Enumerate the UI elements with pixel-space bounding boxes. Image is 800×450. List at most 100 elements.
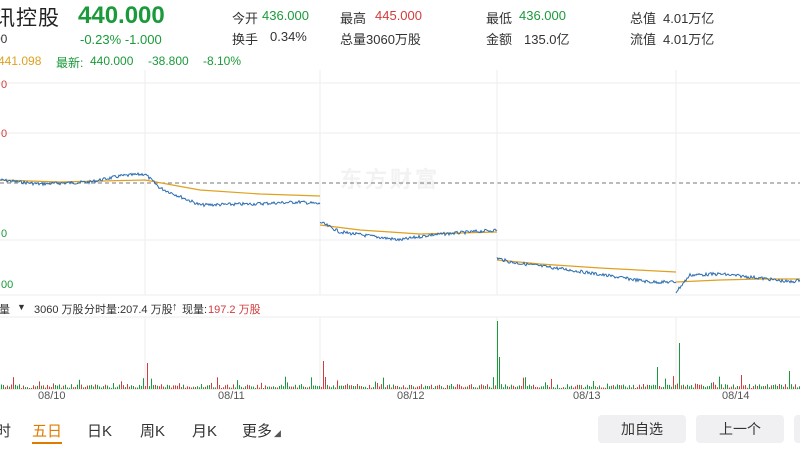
volume-bar xyxy=(1,384,2,389)
volume-bar xyxy=(489,386,490,389)
tab-monthly-k[interactable]: 月K xyxy=(192,423,218,440)
volume-bar xyxy=(45,387,46,389)
volume-bar xyxy=(93,386,94,389)
date-label: 08/10 xyxy=(38,390,66,402)
volume-bar xyxy=(715,384,716,389)
volume-bar xyxy=(383,377,384,389)
date-label: 08/14 xyxy=(722,390,750,402)
stat-mktcap-label: 总值 xyxy=(630,11,657,26)
volume-bar xyxy=(557,384,558,389)
volume-bar xyxy=(137,387,138,389)
volume-bar xyxy=(511,384,512,389)
volume-bar xyxy=(657,367,658,389)
volume-bar xyxy=(375,381,376,389)
volume-bar xyxy=(181,387,182,389)
volume-bar xyxy=(423,387,424,389)
volume-bar xyxy=(463,387,464,389)
volume-bar xyxy=(9,386,10,389)
volume-bar xyxy=(193,386,194,389)
volume-bar xyxy=(623,384,624,389)
volume-bar xyxy=(727,384,728,389)
volume-bar xyxy=(767,384,768,389)
volume-bar xyxy=(739,386,740,389)
next-button[interactable]: 下 xyxy=(794,415,800,443)
tab-weekly-k[interactable]: 周K xyxy=(140,423,166,440)
volume-bar xyxy=(461,386,462,389)
volume-bar xyxy=(645,386,646,389)
tab-five-day[interactable]: 五日 xyxy=(32,420,63,444)
volume-bar xyxy=(533,384,534,389)
tab-daily-k[interactable]: 日K xyxy=(87,423,113,440)
volume-total: 3060 万股 xyxy=(34,304,84,316)
volume-bar xyxy=(147,363,148,389)
volume-bar xyxy=(613,385,614,389)
volume-bar xyxy=(273,386,274,389)
volume-bar xyxy=(433,387,434,389)
volume-bar xyxy=(149,386,150,389)
volume-bar xyxy=(481,384,482,389)
volume-bar xyxy=(573,387,574,389)
volume-bar xyxy=(21,388,22,389)
volume-bar xyxy=(319,385,320,389)
volume-bar xyxy=(131,385,132,389)
volume-bar xyxy=(675,384,676,389)
volume-bar xyxy=(787,387,788,389)
volume-bar xyxy=(359,385,360,389)
volume-bar xyxy=(781,384,782,389)
volume-bar xyxy=(771,385,772,389)
corner-arrow-icon[interactable]: ◢ xyxy=(274,428,281,438)
dropdown-arrow-icon[interactable]: ▼ xyxy=(17,302,26,312)
volume-bar xyxy=(11,384,12,389)
volume-bar xyxy=(309,386,310,389)
add-watchlist-button[interactable]: 加自选 xyxy=(598,415,686,443)
volume-bar xyxy=(741,375,742,389)
volume-bar xyxy=(283,386,284,389)
volume-bar xyxy=(39,381,40,389)
volume-bar xyxy=(243,387,244,389)
volume-bar xyxy=(347,383,348,389)
volume-bar xyxy=(267,386,268,389)
volume-bar xyxy=(249,385,250,389)
volume-bar xyxy=(237,380,238,389)
five-day-chart[interactable]: 0 0 0 00 xyxy=(0,70,800,400)
volume-bar xyxy=(745,385,746,389)
volume-bar xyxy=(637,387,638,389)
previous-button[interactable]: 上一个 xyxy=(696,415,784,443)
volume-bar xyxy=(287,382,288,389)
volume-bar xyxy=(223,387,224,389)
volume-bar xyxy=(591,386,592,389)
volume-bar xyxy=(575,386,576,389)
chart-legend: 441.098 最新: 440.000 -38.800 -8.10% xyxy=(0,52,800,70)
volume-bar xyxy=(655,385,656,389)
volume-bar xyxy=(79,379,80,389)
volume-bar xyxy=(415,387,416,389)
volume-bar xyxy=(667,384,668,389)
volume-bar xyxy=(19,384,20,389)
volume-bar xyxy=(411,385,412,389)
volume-selector[interactable]: 量 xyxy=(0,304,10,316)
volume-bar xyxy=(691,385,692,389)
volume-bar xyxy=(651,385,652,389)
volume-bar xyxy=(605,387,606,389)
volume-bar xyxy=(113,383,114,389)
stat-float-label: 流值 xyxy=(630,32,657,47)
tab-intraday[interactable]: 时 xyxy=(0,423,12,440)
volume-bar xyxy=(617,384,618,389)
volume-bar xyxy=(351,385,352,389)
volume-bar xyxy=(209,385,210,389)
volume-bar xyxy=(299,385,300,389)
volume-bar xyxy=(553,387,554,389)
volume-bar xyxy=(547,385,548,389)
volume-bar xyxy=(537,387,538,389)
volume-bar xyxy=(339,385,340,389)
volume-bar xyxy=(97,384,98,389)
volume-bar xyxy=(323,361,324,389)
date-label: 08/13 xyxy=(573,390,601,402)
volume-bar xyxy=(53,383,54,389)
volume-bar xyxy=(81,384,82,389)
volume-bar xyxy=(593,381,594,389)
tab-more[interactable]: 更多 xyxy=(242,423,273,440)
volume-bar xyxy=(245,386,246,389)
stat-turnover-value: 0.34% xyxy=(270,29,307,44)
stock-code: 00 xyxy=(0,32,8,46)
